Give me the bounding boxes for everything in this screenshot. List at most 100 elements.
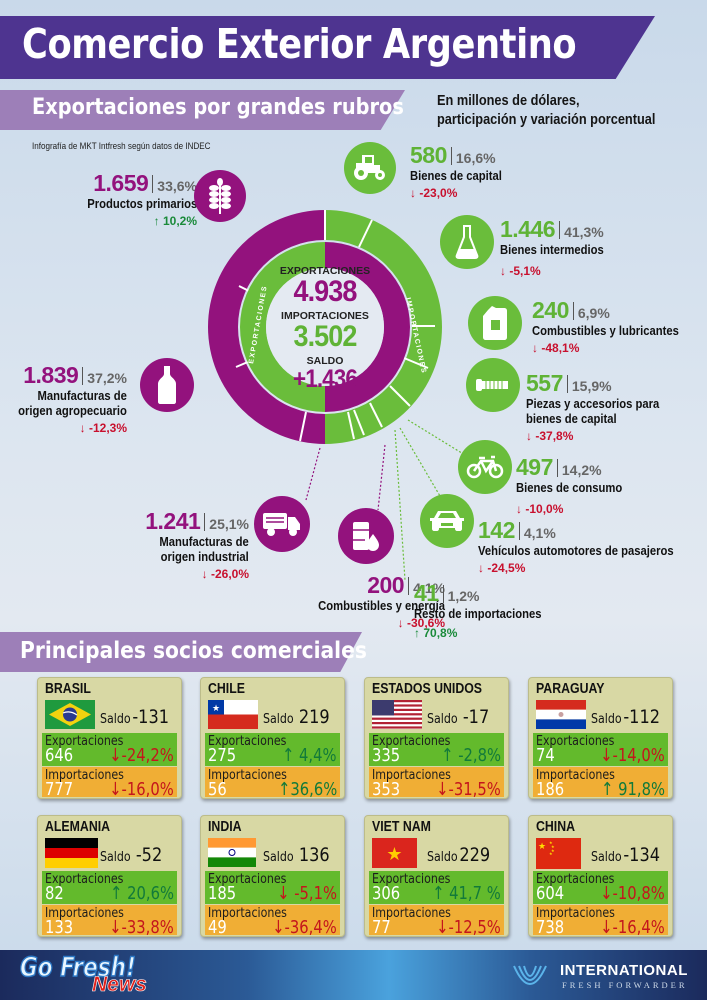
inner-ring-exports [240, 242, 325, 412]
item-change: -24,5% [487, 561, 526, 575]
item-change: -26,0% [210, 567, 249, 581]
iff-globe-icon [513, 965, 547, 985]
imports-total-value: 3.502 [293, 320, 357, 353]
usa-flag-icon [372, 700, 422, 729]
page-title: Comercio Exterior Argentino [22, 20, 577, 68]
imports-row: Importaciones 186 ↑ 91,8% [533, 767, 668, 799]
iff-brand-name[interactable]: INTERNATIONAL [560, 962, 688, 979]
units-note-line2: participación y variación porcentual [437, 112, 656, 128]
item-change: -23,0% [419, 186, 458, 200]
imports-row: Importaciones 77 ↓-12,5% [369, 905, 504, 936]
item-value: 580 [410, 142, 447, 168]
import-item-combustibles-lubricantes: 240 6,9% Combustibles y lubricantes ↓ -48… [532, 297, 695, 355]
item-change: -30,6% [406, 616, 445, 630]
item-change: -48,1% [541, 341, 580, 355]
svg-text:★: ★ [551, 848, 555, 853]
footer-bar [0, 950, 707, 1000]
partner-card-chile: CHILE ★ Saldo 219 Exportaciones 275 ↑ 4,4%… [200, 677, 345, 799]
arrow-up-icon: ↑ [414, 626, 424, 640]
item-label: Combustibles y energía [318, 599, 445, 613]
section-title-exports: Exportaciones por grandes rubros [32, 95, 404, 120]
saldo: Saldo 136 [263, 844, 330, 866]
arrow-down-icon: ↓ [109, 779, 122, 799]
saldo: Saldo-112 [591, 706, 660, 728]
imports-row: Importaciones 133 ↓-33,8% [42, 905, 177, 936]
item-share: 4,1% [413, 580, 445, 596]
arrow-down-icon: ↓ [410, 186, 420, 200]
go-fresh-logo[interactable]: Go Fresh! [19, 951, 136, 984]
units-note: En millones de dólares, participación y … [437, 92, 655, 130]
arrow-up-icon: ↑ [282, 745, 300, 766]
country-name: VIET NAM [372, 819, 431, 835]
item-value: 557 [526, 370, 563, 396]
exports-row: Exportaciones 82 ↑ 20,6% [42, 871, 177, 904]
exports-row: Exportaciones 74 ↓-14,0% [533, 733, 668, 766]
arrow-up-icon: ↑ [277, 779, 291, 799]
arrow-down-icon: ↓ [532, 341, 542, 355]
inner-ring-imports [325, 242, 410, 412]
section-title-partners: Principales socios comerciales [20, 638, 367, 664]
saldo: Saldo -17 [427, 706, 490, 728]
arrow-down-icon: ↓ [277, 883, 295, 904]
item-share: 41,3% [564, 224, 604, 240]
item-change: -37,8% [535, 429, 574, 443]
india-flag-icon [208, 838, 256, 867]
partner-card-paraguay: PARAGUAY Saldo-112 Exportaciones 74 ↓-14,0… [528, 677, 673, 799]
item-value: 41 [414, 580, 439, 606]
import-item-bienes-consumo: 497 14,2% Bienes de consumo ↓ -10,0% [516, 454, 634, 516]
svg-text:★: ★ [551, 844, 555, 849]
source-note: Infografía de MKT Intfresh según datos d… [32, 141, 211, 152]
item-share: 33,6% [157, 178, 197, 194]
item-share: 14,2% [561, 462, 602, 478]
arrow-down-icon: ↓ [526, 429, 536, 443]
export-item-moa: 1.839 37,2% Manufacturas de origen agrope… [6, 362, 127, 435]
item-change: -5,1% [509, 264, 541, 278]
china-flag-icon: ★ ★ ★ ★ ★ [536, 838, 581, 869]
item-label: Resto de importaciones [414, 607, 542, 621]
saldo: Saldo-134 [591, 844, 660, 866]
item-change: 70,8% [423, 626, 458, 640]
partner-card-estados-unidos: ESTADOS UNIDOS Saldo -17 Exportaciones 33… [364, 677, 509, 799]
item-value: 1.839 [23, 362, 79, 388]
arrow-down-icon: ↓ [272, 917, 285, 937]
import-item-vehiculos: 142 4,1% Vehículos automotores de pasajer… [478, 517, 695, 575]
item-share: 1,2% [447, 588, 480, 604]
donut-chart: EXPORTACIONES IMPORTACIONES [208, 210, 442, 444]
item-label-line2: bienes de capital [526, 412, 617, 426]
item-share: 6,9% [577, 305, 610, 321]
item-label-line1: Piezas y accesorios para [526, 397, 660, 411]
country-name: PARAGUAY [536, 681, 605, 697]
section-banner-partners [0, 632, 362, 672]
item-change: -12,3% [88, 421, 127, 435]
saldo: Saldo229 [427, 844, 491, 866]
wheat-icon [194, 170, 246, 222]
section-banner-exports [0, 90, 405, 130]
item-share: 4,1% [523, 525, 556, 541]
item-share: 25,1% [209, 516, 249, 532]
country-name: CHILE [208, 681, 245, 697]
arrow-up-icon: ↑ [432, 883, 450, 904]
paraguay-flag-icon [536, 700, 586, 729]
arrow-up-icon: ↑ [601, 779, 619, 799]
export-item-productos-primarios: 1.659 33,6% Productos primarios ↑ 10,2% [75, 170, 197, 228]
arrow-down-icon: ↓ [600, 883, 613, 904]
jerrycan-icon [468, 296, 522, 350]
country-name: INDIA [208, 819, 242, 835]
svg-text:★: ★ [212, 703, 220, 713]
arrow-up-icon: ↑ [441, 745, 459, 766]
item-label: Vehículos automotores de pasajeros [478, 544, 674, 558]
imports-row: Importaciones 49 ↓-36,4% [205, 905, 340, 937]
item-value: 142 [478, 517, 515, 543]
svg-text:★: ★ [549, 851, 553, 856]
svg-text:★: ★ [538, 841, 546, 851]
exports-row: Exportaciones 185 ↓ -5,1% [205, 871, 340, 904]
arrow-down-icon: ↓ [478, 561, 488, 575]
imports-row: Importaciones 777 ↓-16,0% [42, 767, 177, 799]
partner-card-india: INDIA Saldo 136 Exportaciones 185 ↓ -5,1% … [200, 815, 345, 937]
item-share: 15,9% [571, 378, 612, 394]
title-banner [0, 16, 655, 79]
germany-flag-icon [45, 838, 98, 868]
vietnam-flag-icon: ★ [372, 838, 417, 868]
item-value: 1.659 [93, 170, 149, 196]
partner-card-brasil: BRASIL Saldo-131 Exportaciones 646 ↓-24,2%… [37, 677, 182, 799]
